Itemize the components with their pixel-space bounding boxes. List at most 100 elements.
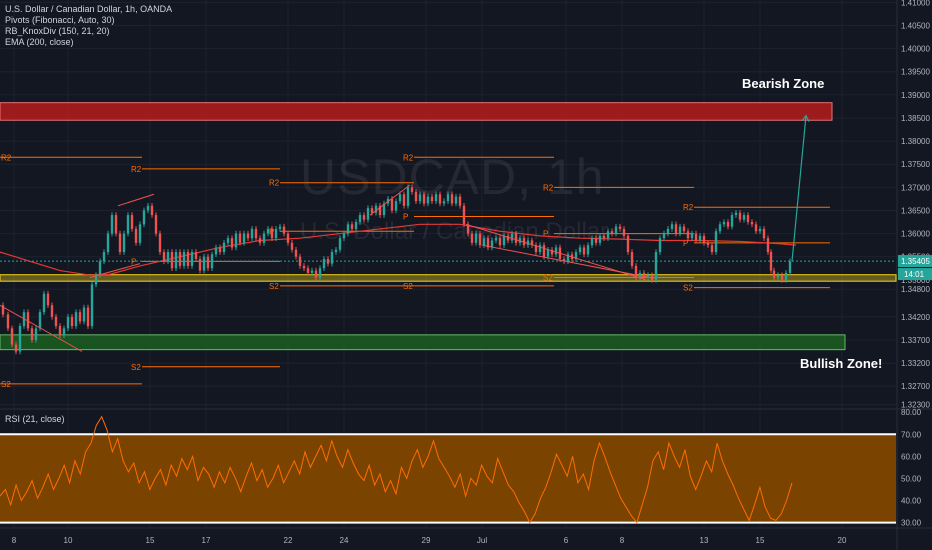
candle-body <box>370 208 374 213</box>
pivot-level-label: S2 <box>131 363 141 372</box>
candle-body <box>258 238 262 243</box>
time-axis-tick: 15 <box>146 536 155 545</box>
candle-body <box>30 328 34 340</box>
price-axis-tick: 1.35000 <box>901 276 930 285</box>
candle-body <box>134 228 138 243</box>
candle-body <box>10 328 14 345</box>
candle-body <box>398 194 402 202</box>
bullish-zone-rect <box>0 334 846 351</box>
candle-body <box>270 228 274 239</box>
candle-body <box>522 238 526 246</box>
candle-body <box>534 245 538 253</box>
candle-body <box>442 201 446 204</box>
candle-body <box>74 312 78 327</box>
pivot-level-label: P <box>131 257 136 266</box>
candle-body <box>214 247 218 255</box>
candle-body <box>742 215 746 220</box>
price-axis-tick: 1.33200 <box>901 359 930 368</box>
candle-body <box>406 187 410 206</box>
candle-body <box>462 205 466 225</box>
divergence-line <box>0 304 83 352</box>
candle-body <box>78 312 82 322</box>
candle-body <box>42 293 46 313</box>
time-axis-tick: 29 <box>422 536 431 545</box>
candle-body <box>710 245 714 253</box>
knoxdiv-legend[interactable]: RB_KnoxDiv (150, 21, 20) <box>5 26 110 36</box>
candle-body <box>162 252 166 262</box>
price-axis-tick: 1.32700 <box>901 382 930 391</box>
candle-body <box>610 231 614 234</box>
candle-body <box>186 252 190 266</box>
candle-body <box>390 198 394 211</box>
candle-body <box>766 238 770 253</box>
candle-body <box>506 235 510 241</box>
time-axis-tick: 6 <box>564 536 569 545</box>
candle-body <box>486 238 490 248</box>
candle-body <box>682 226 686 232</box>
candle-body <box>530 240 534 246</box>
rsi-axis-tick: 70.00 <box>901 430 922 439</box>
symbol-legend[interactable]: U.S. Dollar / Canadian Dollar, 1h, OANDA <box>5 4 173 14</box>
candle-body <box>282 226 286 234</box>
candle-body <box>769 252 773 271</box>
candle-body <box>650 275 654 280</box>
rsi-line <box>0 415 793 524</box>
time-axis-tick: 17 <box>202 536 211 545</box>
candle-body <box>98 261 102 276</box>
candle-body <box>82 307 86 322</box>
candle-body <box>606 231 610 239</box>
candle-body <box>70 316 74 327</box>
candle-body <box>378 205 382 216</box>
rsi-legend[interactable]: RSI (21, close) <box>5 414 65 424</box>
pivot-level-label: R2 <box>1 153 12 162</box>
candle-body <box>218 247 222 253</box>
time-axis-tick: Jul <box>477 536 487 545</box>
candle-body <box>102 252 106 262</box>
candle-body <box>578 247 582 253</box>
candle-body <box>438 194 442 204</box>
candle-body <box>26 312 30 329</box>
candle-body <box>294 249 298 257</box>
candle-body <box>686 231 690 239</box>
candle-body <box>290 242 294 250</box>
candle-body <box>382 203 386 216</box>
candle-body <box>286 233 290 243</box>
pivots-legend[interactable]: Pivots (Fibonacci, Auto, 30) <box>5 15 115 25</box>
candle-body <box>554 247 558 255</box>
candle-body <box>354 222 358 229</box>
candle-body <box>694 233 698 241</box>
candle-body <box>154 215 158 234</box>
candle-body <box>598 235 602 243</box>
candle-body <box>362 215 366 220</box>
projection-arrow <box>791 115 807 262</box>
candle-body <box>690 233 694 239</box>
candle-body <box>574 252 578 259</box>
candle-body <box>718 224 722 232</box>
candle-body <box>526 240 530 246</box>
rsi-axis-tick: 50.00 <box>901 474 922 483</box>
candle-body <box>562 259 566 262</box>
time-axis-tick: 15 <box>756 536 765 545</box>
candle-body <box>374 205 378 213</box>
candle-body <box>490 240 494 248</box>
candle-body <box>306 268 310 273</box>
candle-body <box>638 272 642 278</box>
candle-body <box>394 201 398 211</box>
candle-body <box>450 194 454 204</box>
time-axis-tick: 24 <box>340 536 349 545</box>
indicator-legend: U.S. Dollar / Canadian Dollar, 1h, OANDA… <box>5 4 172 48</box>
price-axis-tick: 1.40500 <box>901 21 930 30</box>
candle-body <box>302 265 306 269</box>
candle-body <box>458 196 462 206</box>
candle-body <box>170 252 174 269</box>
candle-body <box>342 233 346 239</box>
ema-legend[interactable]: EMA (200, close) <box>5 37 74 47</box>
candle-body <box>422 194 426 204</box>
candle-body <box>614 226 618 234</box>
pivot-level-label: P <box>683 239 688 248</box>
price-axis-tick: 1.39000 <box>901 91 930 100</box>
candle-body <box>322 259 326 269</box>
pivot-level-label: S2 <box>269 282 279 291</box>
time-axis-tick: 10 <box>64 536 73 545</box>
